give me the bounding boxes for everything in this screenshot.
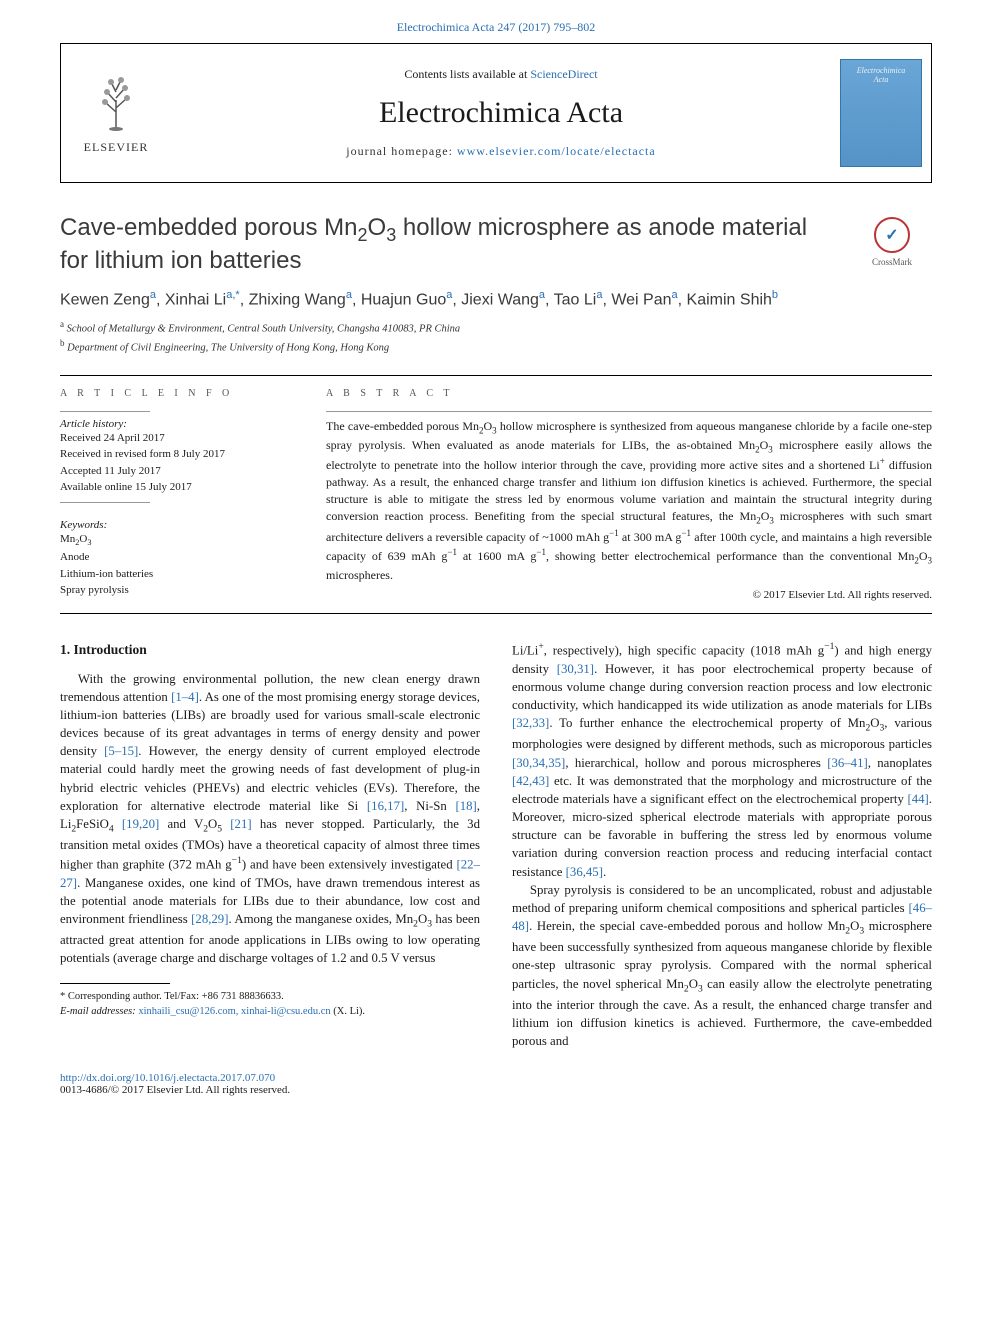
journal-title: Electrochimica Acta — [379, 96, 623, 130]
running-head-link[interactable]: Electrochimica Acta 247 (2017) 795–802 — [397, 20, 596, 34]
divider-top — [60, 375, 932, 376]
keywords-head: Keywords: — [60, 519, 290, 531]
doi-line: http://dx.doi.org/10.1016/j.electacta.20… — [60, 1072, 932, 1084]
footer-copyright: 0013-4686/© 2017 Elsevier Ltd. All right… — [60, 1084, 932, 1096]
section-1-head: 1. Introduction — [60, 640, 480, 659]
history-accepted: Accepted 11 July 2017 — [60, 463, 290, 480]
history-received: Received 24 April 2017 — [60, 430, 290, 447]
history-revised: Received in revised form 8 July 2017 — [60, 446, 290, 463]
email-link[interactable]: xinhaili_csu@126.com, xinhai-li@csu.edu.… — [138, 1006, 330, 1017]
crossmark-badge[interactable]: ✓ CrossMark — [852, 213, 932, 267]
publisher-name: ELSEVIER — [84, 140, 149, 155]
cover-text-2: Acta — [874, 75, 889, 84]
sciencedirect-link[interactable]: ScienceDirect — [530, 67, 597, 81]
journal-cover: Electrochimica Acta — [831, 44, 931, 182]
journal-header: ELSEVIER Contents lists available at Sci… — [60, 43, 932, 183]
keyword: Mn2O3 — [60, 531, 290, 550]
crossmark-label: CrossMark — [872, 257, 912, 267]
affiliation-b: b Department of Civil Engineering, The U… — [60, 337, 932, 356]
abstract-copyright: © 2017 Elsevier Ltd. All rights reserved… — [326, 589, 932, 601]
journal-homepage-link[interactable]: www.elsevier.com/locate/electacta — [457, 144, 656, 158]
intro-para-1: With the growing environmental pollution… — [60, 670, 480, 968]
crossmark-icon: ✓ — [874, 217, 910, 253]
body-columns: 1. Introduction With the growing environ… — [60, 640, 932, 1050]
article-info-label: A R T I C L E I N F O — [60, 388, 290, 399]
author-list: Kewen Zenga, Xinhai Lia,*, Zhixing Wanga… — [60, 288, 932, 312]
keyword: Lithium-ion batteries — [60, 566, 290, 583]
journal-cover-thumb: Electrochimica Acta — [840, 59, 922, 167]
article-title: Cave-embedded porous Mn2O3 hollow micros… — [60, 213, 832, 276]
footnotes: * Corresponding author. Tel/Fax: +86 731… — [60, 990, 480, 1019]
footnote-rule — [60, 983, 170, 984]
keyword: Spray pyrolysis — [60, 582, 290, 599]
cover-text-1: Electrochimica — [857, 66, 906, 75]
contents-list-line: Contents lists available at ScienceDirec… — [404, 67, 597, 82]
history-online: Available online 15 July 2017 — [60, 479, 290, 496]
divider-mid — [60, 613, 932, 614]
article-info: A R T I C L E I N F O Article history: R… — [60, 388, 290, 602]
publisher-logo: ELSEVIER — [61, 44, 171, 182]
journal-homepage-line: journal homepage: www.elsevier.com/locat… — [346, 144, 655, 159]
abstract-label: A B S T R A C T — [326, 388, 932, 399]
header-center: Contents lists available at ScienceDirec… — [171, 44, 831, 182]
running-head: Electrochimica Acta 247 (2017) 795–802 — [60, 20, 932, 35]
keyword: Anode — [60, 549, 290, 566]
corresponding-author: * Corresponding author. Tel/Fax: +86 731… — [60, 990, 480, 1005]
intro-para-3: Spray pyrolysis is considered to be an u… — [512, 881, 932, 1050]
affiliations: a School of Metallurgy & Environment, Ce… — [60, 318, 932, 357]
abstract: A B S T R A C T The cave-embedded porous… — [326, 388, 932, 602]
history-head: Article history: — [60, 418, 290, 430]
elsevier-tree-icon — [91, 72, 141, 132]
email-line: E-mail addresses: xinhaili_csu@126.com, … — [60, 1005, 480, 1020]
abstract-text: The cave-embedded porous Mn2O3 hollow mi… — [326, 418, 932, 584]
affiliation-a: a School of Metallurgy & Environment, Ce… — [60, 318, 932, 337]
intro-para-2: Li/Li+, respectively), high specific cap… — [512, 640, 932, 880]
doi-link[interactable]: http://dx.doi.org/10.1016/j.electacta.20… — [60, 1072, 275, 1084]
